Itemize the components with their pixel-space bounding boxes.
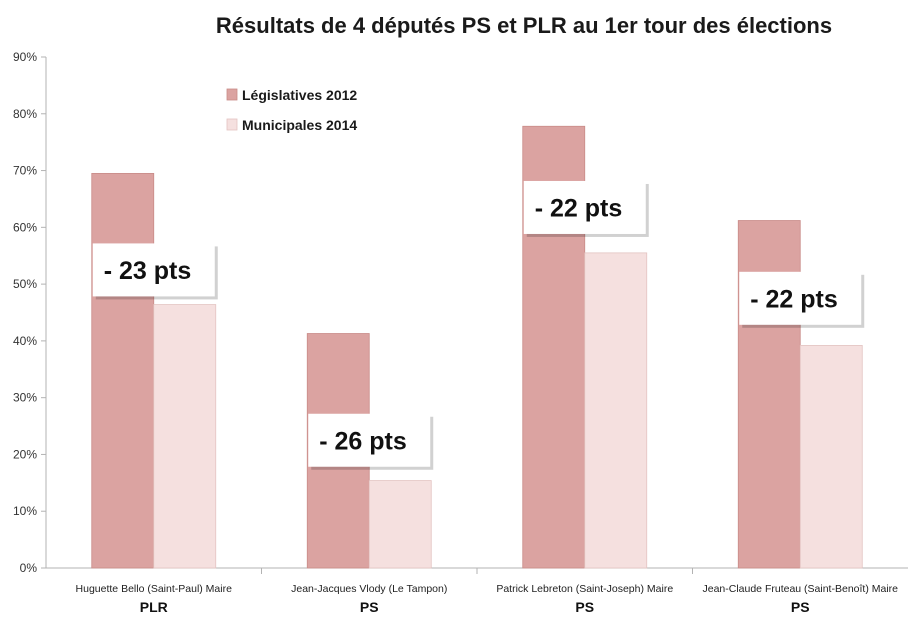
- y-tick-label: 20%: [13, 447, 37, 461]
- x-tick-label: Patrick Lebreton (Saint-Joseph) Maire: [496, 583, 673, 595]
- annotation-label: - 22 pts: [535, 194, 623, 222]
- y-tick-label: 0%: [20, 561, 38, 575]
- x-tick-label: Jean-Jacques Vlody (Le Tampon): [291, 583, 447, 595]
- legend-label: Municipales 2014: [242, 117, 357, 133]
- annotation-label: - 23 pts: [104, 257, 192, 285]
- y-tick-label: 80%: [13, 107, 37, 121]
- legend-label: Législatives 2012: [242, 87, 357, 103]
- y-tick-label: 90%: [13, 50, 37, 64]
- y-tick-label: 50%: [13, 277, 37, 291]
- legend: Législatives 2012 Municipales 2014: [226, 87, 357, 133]
- y-tick-label: 70%: [13, 164, 37, 178]
- legend-swatch: [226, 118, 238, 131]
- party-label: PS: [575, 599, 594, 615]
- y-tick-label: 60%: [13, 220, 37, 234]
- annotation-label: - 22 pts: [750, 285, 838, 313]
- bars: [91, 125, 863, 569]
- annotation-box: [523, 180, 646, 234]
- x-tick-label: Huguette Bello (Saint-Paul) Maire: [76, 583, 233, 595]
- y-tick-label: 10%: [13, 504, 37, 518]
- party-label: PS: [360, 599, 379, 615]
- annotation-box: [739, 271, 862, 325]
- bar-municipales-2014: [368, 480, 432, 569]
- annotation-box: [308, 413, 431, 467]
- x-axis: Huguette Bello (Saint-Paul) Maire PLR Jean…: [76, 583, 899, 615]
- bar-municipales-2014: [584, 252, 648, 569]
- party-label: PLR: [140, 599, 168, 615]
- bar-municipales-2014: [153, 304, 217, 569]
- party-label: PS: [791, 599, 810, 615]
- y-tick-label: 40%: [13, 334, 37, 348]
- bar-municipales-2014: [799, 345, 863, 569]
- legend-swatch: [226, 88, 238, 101]
- annotation-box: [92, 243, 215, 297]
- annotations: - 23 pts - 26 pts - 22 pts - 22 pts: [92, 180, 865, 470]
- annotation-label: - 26 pts: [319, 427, 407, 455]
- chart-title: Résultats de 4 députés PS et PLR au 1er …: [216, 13, 832, 38]
- x-tick-label: Jean-Claude Fruteau (Saint-Benoît) Maire: [702, 583, 898, 595]
- y-tick-label: 30%: [13, 391, 37, 405]
- bar-legislatives-2012: [91, 172, 155, 569]
